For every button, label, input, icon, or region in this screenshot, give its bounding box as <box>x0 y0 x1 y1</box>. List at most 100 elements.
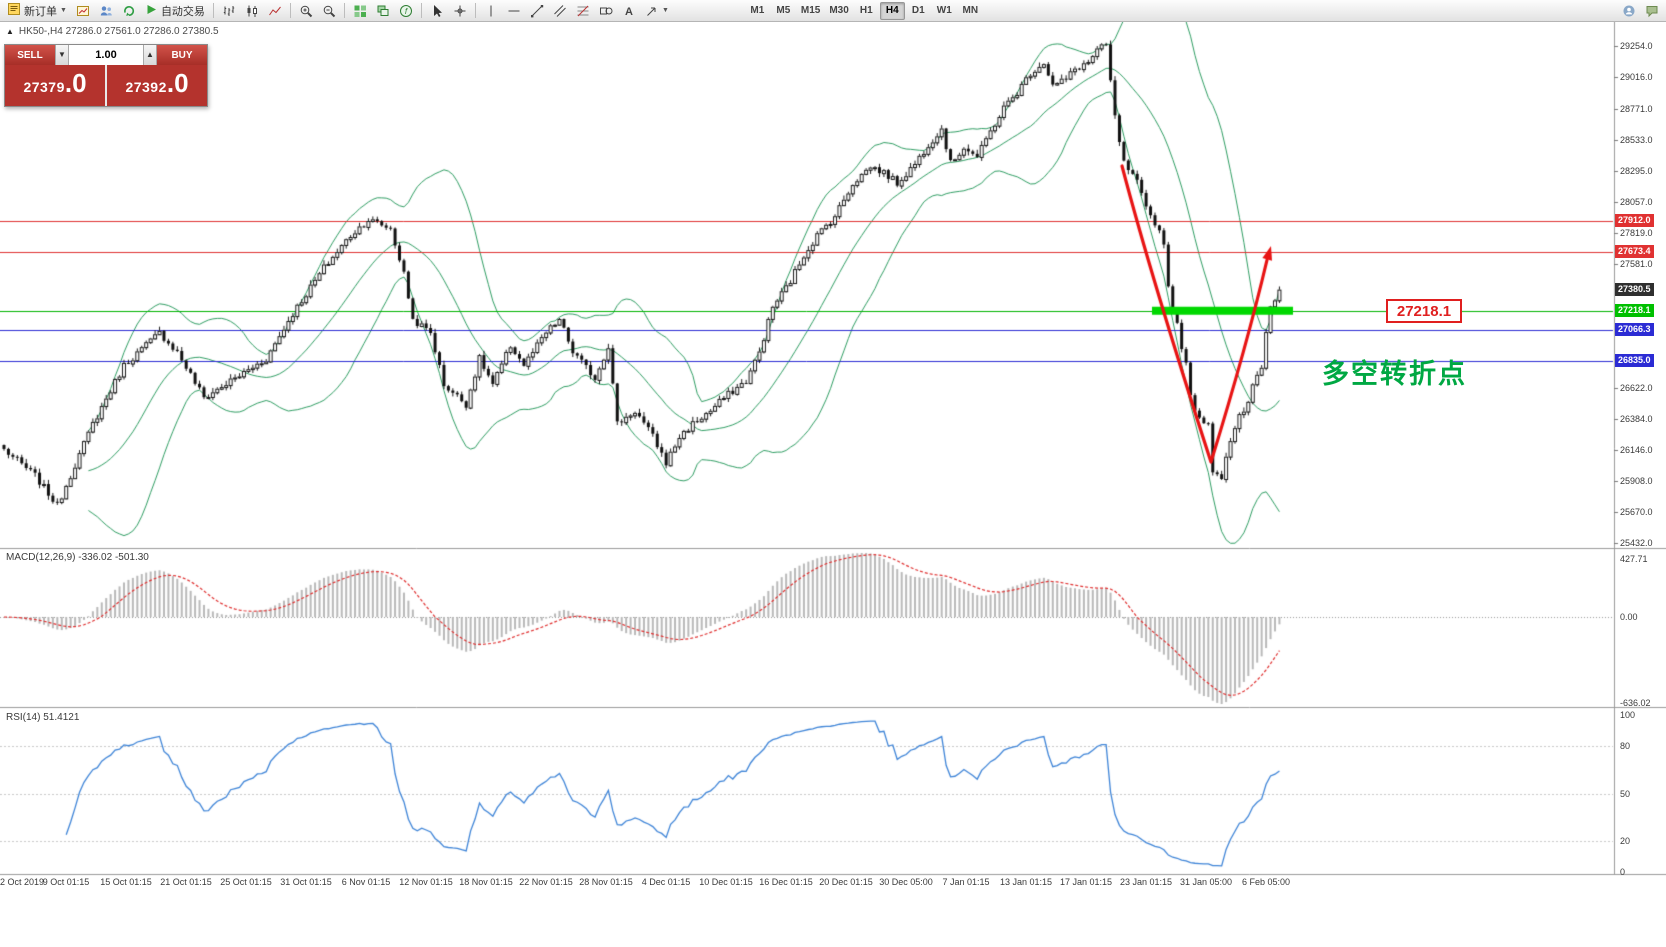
crosshair-icon[interactable] <box>449 1 471 20</box>
play-icon <box>145 3 158 19</box>
symbol-ohlc-text: HK50-,H4 27286.0 27561.0 27286.0 27380.5 <box>18 26 219 37</box>
time-axis-label: 20 Dec 01:15 <box>819 877 873 887</box>
price-tag-27380.5: 27380.5 <box>1615 282 1654 296</box>
sell-price[interactable]: 27379 .0 <box>5 65 107 106</box>
community-icon[interactable] <box>1618 1 1640 20</box>
bar-chart-icon[interactable] <box>218 1 240 20</box>
time-axis: 2 Oct 2019 9 Oct 01:15 15 Oct 01:15 21 Oct … <box>0 877 1666 891</box>
timeframe-m30-button[interactable]: M30 <box>829 5 849 16</box>
svg-text:A: A <box>625 6 633 18</box>
candlestick-chart-icon[interactable] <box>241 1 263 20</box>
arrows-icon[interactable]: ▼ <box>641 1 673 20</box>
timeframe-toolbar: M1 M5 M15 M30 H1 H4 D1 W1 MN <box>745 1 983 20</box>
buy-button[interactable]: BUY <box>157 45 207 65</box>
time-axis-label: 15 Oct 01:15 <box>100 877 152 887</box>
timeframe-m15-button[interactable]: M15 <box>800 5 821 16</box>
text-label-icon[interactable]: A <box>618 1 640 20</box>
volume-increment-button[interactable]: ▲ <box>143 45 157 65</box>
turning-point-label[interactable]: 多空转折点 <box>1322 359 1467 390</box>
horizontal-line-icon[interactable] <box>503 1 525 20</box>
time-axis-label: 7 Jan 01:15 <box>942 877 990 887</box>
time-axis-label: 18 Nov 01:15 <box>459 877 513 887</box>
zoom-in-icon[interactable] <box>295 1 317 20</box>
rsi-axis-label: 100 <box>1620 710 1636 720</box>
time-axis-label: 13 Jan 01:15 <box>999 877 1053 887</box>
price-axis-label: 28771.0 <box>1620 103 1653 114</box>
volume-input[interactable]: 1.00 <box>69 45 143 65</box>
rsi-axis-label: 50 <box>1620 788 1631 799</box>
auto-trading-button[interactable]: 自动交易 <box>141 1 209 20</box>
indicators-icon[interactable]: f <box>395 1 417 20</box>
cursor-icon[interactable] <box>426 1 448 20</box>
sell-price-main: 27379 <box>23 79 65 95</box>
sell-price-pips: .0 <box>64 68 87 98</box>
time-axis-label: 10 Dec 01:15 <box>699 877 753 887</box>
time-axis-label: 30 Dec 05:00 <box>879 877 933 887</box>
zoom-out-icon[interactable] <box>318 1 340 20</box>
timeframe-mn-button[interactable]: MN <box>962 5 979 16</box>
toolbar-divider <box>343 3 345 18</box>
vertical-line-icon[interactable] <box>480 1 502 20</box>
timeframe-m5-button[interactable]: M5 <box>776 5 791 16</box>
auto-trading-label: 自动交易 <box>160 5 205 18</box>
macd-indicator-label: MACD(12,26,9) -336.02 -501.30 <box>6 552 149 563</box>
timeframe-m1-button[interactable]: M1 <box>750 5 765 16</box>
price-tag-27218.1: 27218.1 <box>1615 303 1654 317</box>
chart-canvas[interactable] <box>0 22 1666 947</box>
new-order-button[interactable]: 新订单 ▼ <box>3 1 71 20</box>
buy-price-pips: .0 <box>166 68 189 98</box>
sell-button[interactable]: SELL <box>5 45 55 65</box>
price-axis-label: 26622.0 <box>1620 383 1653 394</box>
tile-windows-icon[interactable] <box>349 1 371 20</box>
main-toolbar: 新订单 ▼ 自动交易 <box>0 0 1666 22</box>
price-axis-label: 25670.0 <box>1620 507 1653 518</box>
one-click-trade-panel: SELL ▼ 1.00 ▲ BUY 27379 .0 27392 .0 <box>4 44 208 107</box>
timeframe-w1-button[interactable]: W1 <box>936 5 952 16</box>
toolbar-divider <box>212 3 214 18</box>
shapes-icon[interactable] <box>595 1 617 20</box>
time-axis-label: 21 Oct 01:15 <box>160 877 212 887</box>
fibonacci-icon[interactable] <box>572 1 594 20</box>
timeframe-h4-button[interactable]: H4 <box>879 1 905 20</box>
open-chart-icon[interactable] <box>72 1 94 20</box>
toolbar-divider <box>420 3 422 18</box>
timeframe-d1-button[interactable]: D1 <box>911 5 925 16</box>
buy-price-main: 27392 <box>125 79 167 95</box>
price-axis-label: 25908.0 <box>1620 476 1653 487</box>
price-axis-label: 28295.0 <box>1620 165 1653 176</box>
time-axis-label: 17 Jan 01:15 <box>1059 877 1113 887</box>
price-axis-label: 27581.0 <box>1620 258 1653 269</box>
buy-price[interactable]: 27392 .0 <box>107 65 207 106</box>
time-axis-label: 28 Nov 01:15 <box>579 877 633 887</box>
time-axis-label: 6 Feb 05:00 <box>1241 877 1291 887</box>
cascade-windows-icon[interactable] <box>372 1 394 20</box>
price-tag-27912.0: 27912.0 <box>1615 213 1654 227</box>
trendline-icon[interactable] <box>526 1 548 20</box>
time-axis-label: 31 Jan 05:00 <box>1179 877 1233 887</box>
symbol-info: ▲ HK50-,H4 27286.0 27561.0 27286.0 27380… <box>6 26 219 37</box>
toolbar-divider <box>474 3 476 18</box>
price-axis-label: 26146.0 <box>1620 445 1653 456</box>
price-tag-26835.0: 26835.0 <box>1615 353 1654 367</box>
line-chart-icon[interactable] <box>264 1 286 20</box>
timeframe-h1-button[interactable]: H1 <box>859 5 873 16</box>
chevron-down-icon: ▼ <box>661 7 669 14</box>
time-axis-label: 22 Nov 01:15 <box>519 877 573 887</box>
rsi-axis-label: 20 <box>1620 835 1631 846</box>
time-axis-label: 31 Oct 01:15 <box>280 877 332 887</box>
chat-icon[interactable] <box>1641 1 1663 20</box>
price-tag-27673.4: 27673.4 <box>1615 244 1654 258</box>
price-axis-label: 27819.0 <box>1620 227 1653 238</box>
macd-axis-label: -636.02 <box>1620 698 1651 708</box>
channel-icon[interactable] <box>549 1 571 20</box>
price-callout-box[interactable]: 27218.1 <box>1386 299 1462 323</box>
profiles-icon[interactable] <box>95 1 117 20</box>
volume-decrement-button[interactable]: ▼ <box>55 45 69 65</box>
price-tag-27066.3: 27066.3 <box>1615 323 1654 337</box>
time-axis-label: 16 Dec 01:15 <box>759 877 813 887</box>
refresh-icon[interactable] <box>118 1 140 20</box>
price-axis-label: 29016.0 <box>1620 71 1653 82</box>
time-axis-label: 23 Jan 01:15 <box>1119 877 1173 887</box>
collapse-icon[interactable]: ▲ <box>6 27 14 36</box>
